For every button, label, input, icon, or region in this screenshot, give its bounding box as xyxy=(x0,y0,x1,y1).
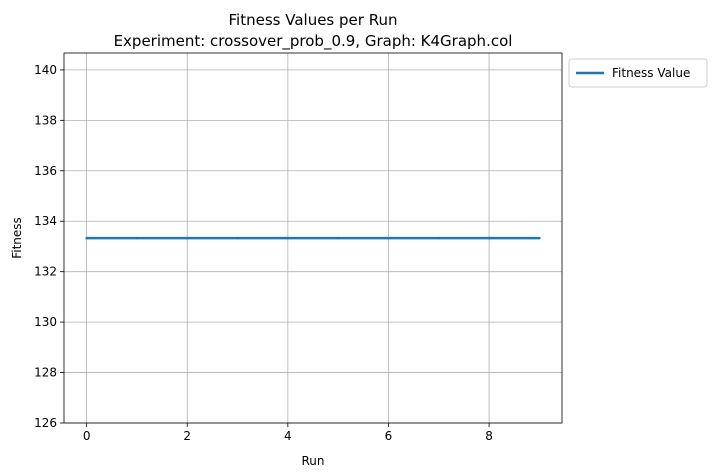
data-point xyxy=(387,236,390,240)
x-tick-label: 2 xyxy=(183,429,191,443)
chart-title: Fitness Values per Run xyxy=(229,11,398,29)
data-point xyxy=(437,236,441,240)
y-tick-label: 140 xyxy=(34,63,57,77)
plot-area-frame xyxy=(63,52,563,424)
data-point xyxy=(236,236,239,240)
y-tick-label: 136 xyxy=(34,164,57,178)
data-point xyxy=(538,236,541,240)
legend-box xyxy=(568,58,708,88)
legend-label: Fitness Value xyxy=(612,66,690,80)
data-point xyxy=(487,236,491,240)
data-point xyxy=(336,236,340,240)
x-axis-label: Run xyxy=(301,454,324,468)
data-point xyxy=(185,236,189,240)
x-tick-label: 0 xyxy=(83,429,91,443)
y-tick-label: 126 xyxy=(34,416,57,430)
data-point xyxy=(286,236,290,240)
tick-layer: 0 2 4 6 8 126 128 130 132 134 136 138 140 xyxy=(34,63,493,443)
data-point xyxy=(85,236,88,240)
x-tick-label: 4 xyxy=(284,429,292,443)
y-tick-label: 132 xyxy=(34,265,57,279)
chart-subtitle: Experiment: crossover_prob_0.9, Graph: K… xyxy=(114,32,513,51)
x-tick-label: 6 xyxy=(385,429,393,443)
legend: Fitness Value xyxy=(568,58,708,88)
x-tick-label: 8 xyxy=(485,429,493,443)
y-tick-label: 128 xyxy=(34,366,57,380)
y-axis-label: Fitness xyxy=(10,217,24,259)
y-tick-label: 138 xyxy=(34,113,57,127)
y-tick-label: 130 xyxy=(34,315,57,329)
series-layer xyxy=(85,236,541,240)
data-point xyxy=(135,236,139,240)
y-tick-label: 134 xyxy=(34,214,57,228)
